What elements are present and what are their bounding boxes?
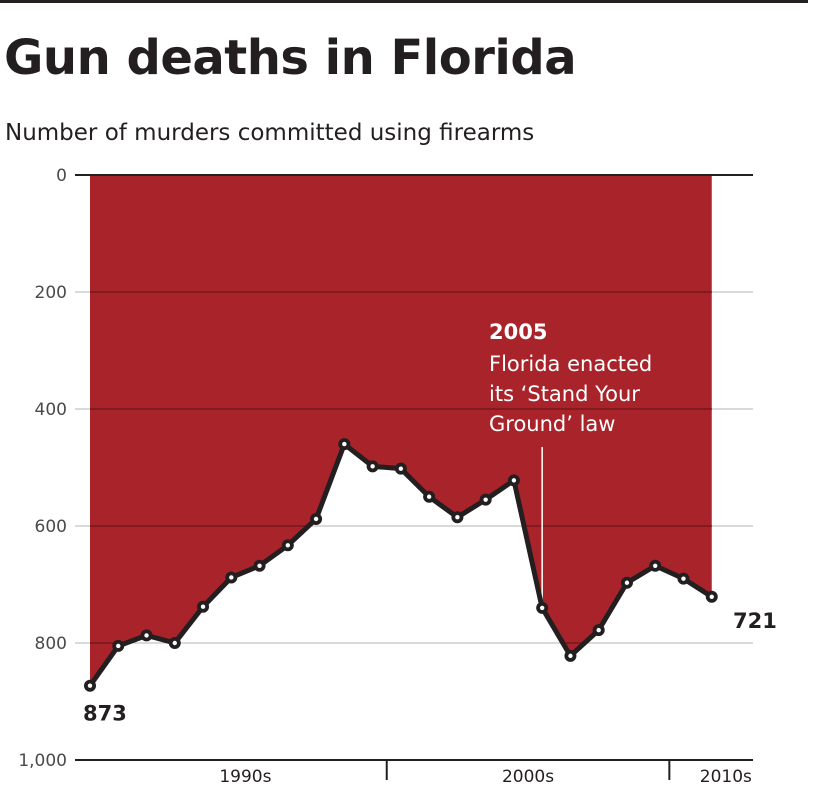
marker-dot-2002: [455, 515, 460, 520]
annotation-text: Florida enacted its ‘Stand Your Ground’ la…: [489, 352, 652, 436]
y-tick-label-800: 800: [35, 634, 67, 654]
annotation-line-1: Florida enacted: [489, 352, 652, 376]
above-line-area: [90, 175, 712, 686]
y-tick-label-1000: 1,000: [18, 751, 67, 771]
marker-dot-2001: [426, 494, 432, 499]
top-rule: [0, 0, 808, 3]
y-axis-tick-labels: 0 200 400 600 800 1,000: [18, 166, 67, 771]
marker-dot-1990: [116, 643, 121, 649]
marker-dot-1989: [87, 683, 93, 688]
marker-dot-2009: [653, 563, 658, 568]
annotation-line-3: Ground’ law: [489, 412, 615, 436]
last-value-label: 721: [733, 609, 777, 633]
marker-dot-2008: [624, 580, 630, 585]
marker-dot-2010: [681, 576, 686, 581]
y-tick-label-600: 600: [35, 517, 67, 537]
grid-lines: [75, 174, 753, 644]
marker-dot-1996: [285, 543, 291, 548]
first-value-label: 873: [83, 702, 127, 726]
decade-labels: 1990s 2000s 2010s: [219, 767, 752, 787]
marker-dot-2006: [568, 653, 573, 659]
decade-label-2010s: 2010s: [700, 767, 752, 787]
marker-dot-1994: [229, 575, 234, 580]
marker-dot-1995: [257, 563, 262, 568]
y-tick-label-200: 200: [35, 283, 67, 303]
marker-dot-2005: [539, 605, 545, 611]
y-tick-label-0: 0: [56, 166, 67, 186]
marker-dot-1998: [342, 441, 347, 447]
decade-separators: [385, 760, 671, 780]
decade-label-2000s: 2000s: [502, 767, 554, 787]
marker-dot-2004: [511, 478, 517, 483]
marker-dot-2003: [483, 497, 488, 502]
marker-dot-2007: [596, 627, 601, 633]
marker-dot-1992: [172, 640, 177, 646]
chart-title: Gun deaths in Florida: [4, 30, 577, 86]
chart-subtitle: Number of murders committed using firear…: [5, 120, 535, 146]
y-tick-label-400: 400: [35, 400, 67, 420]
annotation-line-2: its ‘Stand Your: [489, 382, 640, 406]
marker-dot-1999: [370, 464, 375, 469]
data-markers: [84, 438, 718, 692]
annotation-year: 2005: [489, 320, 547, 344]
marker-dot-2000: [398, 466, 404, 471]
decade-label-1990s: 1990s: [219, 767, 271, 787]
marker-dot-1997: [313, 516, 319, 522]
marker-dot-1991: [144, 633, 149, 638]
marker-dot-1993: [200, 604, 206, 609]
marker-dot-2011: [709, 594, 714, 599]
